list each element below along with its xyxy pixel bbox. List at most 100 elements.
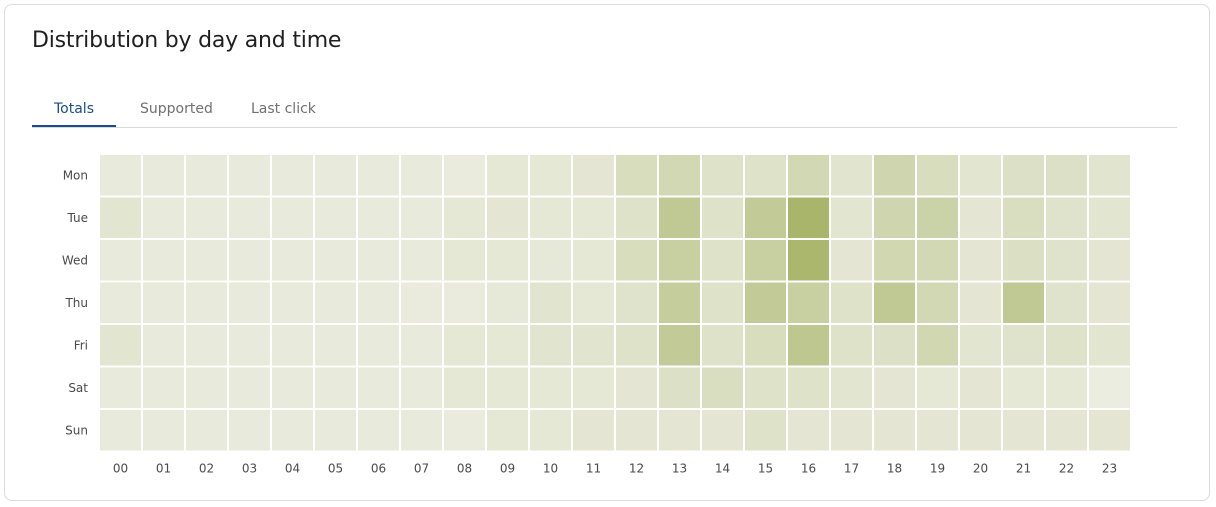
heatmap-cell-sun-23[interactable]: [1089, 410, 1130, 451]
heatmap-cell-fri-17[interactable]: [831, 325, 872, 366]
heatmap-cell-fri-09[interactable]: [487, 325, 528, 366]
heatmap-cell-wed-19[interactable]: [917, 240, 958, 281]
heatmap-cell-tue-19[interactable]: [917, 197, 958, 239]
heatmap-cell-sun-09[interactable]: [487, 410, 528, 451]
heatmap-cell-fri-21[interactable]: [1003, 325, 1044, 366]
heatmap-cell-sat-18[interactable]: [874, 367, 915, 409]
heatmap-cell-tue-14[interactable]: [702, 197, 743, 239]
heatmap-cell-wed-04[interactable]: [272, 240, 313, 281]
tab-last-click[interactable]: Last click: [251, 101, 316, 117]
heatmap-cell-mon-23[interactable]: [1089, 155, 1130, 196]
heatmap-cell-fri-19[interactable]: [917, 325, 958, 366]
heatmap-cell-mon-08[interactable]: [444, 155, 485, 196]
heatmap-cell-mon-22[interactable]: [1046, 155, 1087, 196]
heatmap-cell-thu-14[interactable]: [702, 282, 743, 324]
heatmap-cell-thu-08[interactable]: [444, 282, 485, 324]
heatmap-cell-mon-03[interactable]: [229, 155, 270, 196]
heatmap-cell-sat-13[interactable]: [659, 367, 700, 409]
heatmap-cell-sat-10[interactable]: [530, 367, 571, 409]
heatmap-cell-fri-12[interactable]: [616, 325, 657, 366]
heatmap-cell-sat-03[interactable]: [229, 367, 270, 409]
heatmap-cell-mon-04[interactable]: [272, 155, 313, 196]
heatmap-cell-tue-03[interactable]: [229, 197, 270, 239]
heatmap-cell-tue-11[interactable]: [573, 197, 614, 239]
heatmap-cell-sun-12[interactable]: [616, 410, 657, 451]
heatmap-cell-mon-02[interactable]: [186, 155, 227, 196]
heatmap-cell-thu-19[interactable]: [917, 282, 958, 324]
heatmap-cell-tue-20[interactable]: [960, 197, 1001, 239]
heatmap-cell-thu-02[interactable]: [186, 282, 227, 324]
tab-totals[interactable]: Totals: [32, 96, 116, 127]
heatmap-cell-thu-17[interactable]: [831, 282, 872, 324]
heatmap-cell-wed-13[interactable]: [659, 240, 700, 281]
heatmap-cell-tue-16[interactable]: [788, 197, 829, 239]
heatmap-cell-sat-15[interactable]: [745, 367, 786, 409]
heatmap-cell-fri-01[interactable]: [143, 325, 184, 366]
heatmap-cell-tue-18[interactable]: [874, 197, 915, 239]
heatmap-cell-wed-22[interactable]: [1046, 240, 1087, 281]
tab-supported[interactable]: Supported: [140, 101, 213, 117]
heatmap-cell-thu-23[interactable]: [1089, 282, 1130, 324]
heatmap-cell-sun-07[interactable]: [401, 410, 442, 451]
heatmap-cell-thu-00[interactable]: [100, 282, 141, 324]
heatmap-cell-sat-11[interactable]: [573, 367, 614, 409]
heatmap-cell-mon-19[interactable]: [917, 155, 958, 196]
heatmap-cell-mon-00[interactable]: [100, 155, 141, 196]
heatmap-cell-sat-00[interactable]: [100, 367, 141, 409]
heatmap-cell-thu-15[interactable]: [745, 282, 786, 324]
heatmap-cell-tue-04[interactable]: [272, 197, 313, 239]
heatmap-cell-fri-06[interactable]: [358, 325, 399, 366]
heatmap-cell-wed-23[interactable]: [1089, 240, 1130, 281]
heatmap-cell-sun-14[interactable]: [702, 410, 743, 451]
heatmap-cell-sat-01[interactable]: [143, 367, 184, 409]
heatmap-cell-thu-10[interactable]: [530, 282, 571, 324]
heatmap-cell-fri-11[interactable]: [573, 325, 614, 366]
heatmap-cell-thu-01[interactable]: [143, 282, 184, 324]
heatmap-cell-fri-16[interactable]: [788, 325, 829, 366]
heatmap-cell-tue-17[interactable]: [831, 197, 872, 239]
heatmap-cell-sun-19[interactable]: [917, 410, 958, 451]
heatmap-cell-thu-09[interactable]: [487, 282, 528, 324]
heatmap-cell-tue-01[interactable]: [143, 197, 184, 239]
heatmap-cell-wed-11[interactable]: [573, 240, 614, 281]
heatmap-cell-sun-22[interactable]: [1046, 410, 1087, 451]
heatmap-cell-wed-16[interactable]: [788, 240, 829, 281]
heatmap-cell-sat-09[interactable]: [487, 367, 528, 409]
heatmap-cell-fri-07[interactable]: [401, 325, 442, 366]
heatmap-cell-tue-23[interactable]: [1089, 197, 1130, 239]
heatmap-cell-sun-02[interactable]: [186, 410, 227, 451]
heatmap-cell-thu-03[interactable]: [229, 282, 270, 324]
heatmap-cell-sun-10[interactable]: [530, 410, 571, 451]
heatmap-cell-wed-09[interactable]: [487, 240, 528, 281]
heatmap-cell-mon-09[interactable]: [487, 155, 528, 196]
heatmap-cell-sun-20[interactable]: [960, 410, 1001, 451]
heatmap-cell-sat-05[interactable]: [315, 367, 356, 409]
heatmap-cell-fri-05[interactable]: [315, 325, 356, 366]
heatmap-cell-fri-02[interactable]: [186, 325, 227, 366]
heatmap-cell-wed-01[interactable]: [143, 240, 184, 281]
heatmap-cell-mon-05[interactable]: [315, 155, 356, 196]
heatmap-cell-tue-09[interactable]: [487, 197, 528, 239]
heatmap-cell-sun-16[interactable]: [788, 410, 829, 451]
heatmap-cell-wed-20[interactable]: [960, 240, 1001, 281]
heatmap-cell-sat-19[interactable]: [917, 367, 958, 409]
heatmap-cell-sat-06[interactable]: [358, 367, 399, 409]
heatmap-cell-fri-00[interactable]: [100, 325, 141, 366]
heatmap-cell-sun-21[interactable]: [1003, 410, 1044, 451]
heatmap-cell-fri-04[interactable]: [272, 325, 313, 366]
heatmap-cell-tue-08[interactable]: [444, 197, 485, 239]
heatmap-cell-sun-03[interactable]: [229, 410, 270, 451]
heatmap-cell-thu-05[interactable]: [315, 282, 356, 324]
heatmap-cell-thu-20[interactable]: [960, 282, 1001, 324]
heatmap-cell-wed-02[interactable]: [186, 240, 227, 281]
heatmap-cell-tue-10[interactable]: [530, 197, 571, 239]
heatmap-cell-tue-12[interactable]: [616, 197, 657, 239]
heatmap-cell-mon-11[interactable]: [573, 155, 614, 196]
heatmap-cell-sun-15[interactable]: [745, 410, 786, 451]
heatmap-cell-thu-13[interactable]: [659, 282, 700, 324]
heatmap-cell-tue-07[interactable]: [401, 197, 442, 239]
heatmap-cell-tue-05[interactable]: [315, 197, 356, 239]
heatmap-cell-sun-00[interactable]: [100, 410, 141, 451]
heatmap-cell-sat-08[interactable]: [444, 367, 485, 409]
heatmap-cell-fri-13[interactable]: [659, 325, 700, 366]
